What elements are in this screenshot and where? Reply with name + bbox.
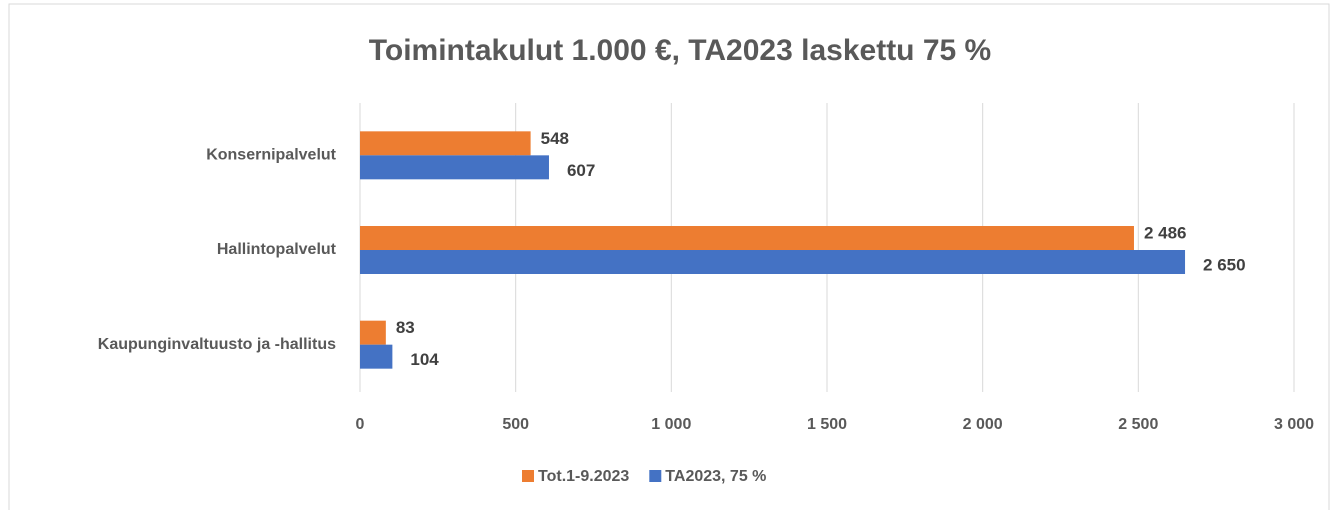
legend-label: TA2023, 75 % <box>665 468 766 485</box>
bar <box>360 226 1134 250</box>
data-label: 548 <box>541 129 569 148</box>
x-tick-label: 2 500 <box>1118 416 1158 433</box>
bar <box>360 344 393 369</box>
y-tick-label: Hallintopalvelut <box>217 241 337 258</box>
bar <box>360 250 1186 274</box>
data-label: 607 <box>567 161 595 180</box>
data-label: 104 <box>410 350 439 369</box>
x-tick-label: 1 500 <box>807 416 847 433</box>
chart-title: Toimintakulut 1.000 €, TA2023 laskettu 7… <box>369 34 991 67</box>
bar <box>360 320 386 345</box>
y-tick-label: Konsernipalvelut <box>206 147 336 164</box>
legend-swatch <box>522 470 534 482</box>
bar <box>360 131 531 156</box>
x-tick-label: 500 <box>502 416 529 433</box>
y-tick-label: Kaupunginvaltuusto ja -hallitus <box>98 336 336 353</box>
x-tick-label: 2 000 <box>963 416 1003 433</box>
data-label: 2 650 <box>1203 255 1246 274</box>
data-label: 83 <box>396 318 415 337</box>
x-tick-label: 3 000 <box>1274 416 1314 433</box>
x-tick-label: 1 000 <box>651 416 691 433</box>
legend-swatch <box>649 470 662 482</box>
bar <box>360 155 549 180</box>
legend-label: Tot.1-9.2023 <box>538 468 629 485</box>
x-tick-label: 0 <box>356 416 365 433</box>
data-label: 2 486 <box>1144 223 1187 242</box>
